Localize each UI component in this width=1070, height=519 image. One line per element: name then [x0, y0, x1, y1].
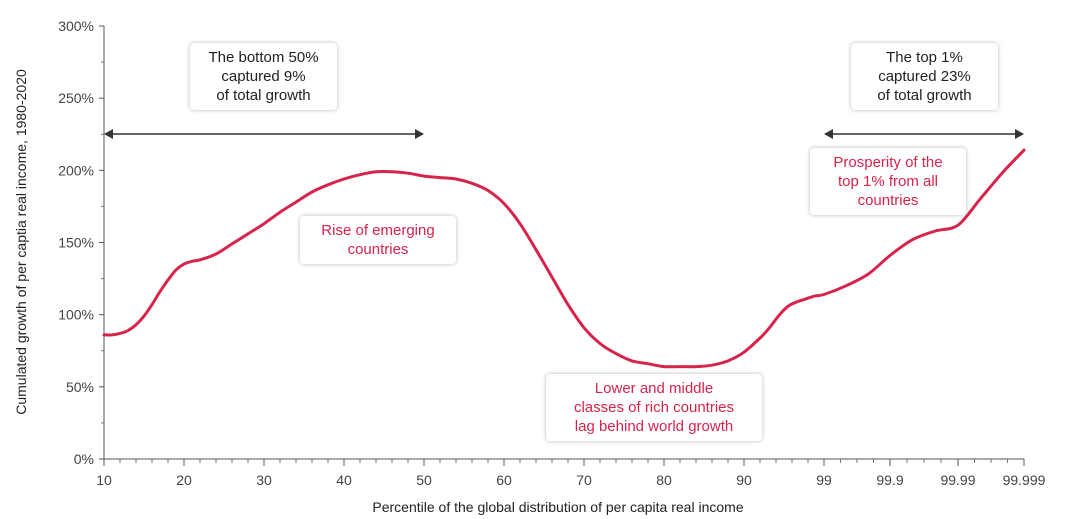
annotation-rich-countries: Lower and middle classes of rich countri… [546, 374, 762, 441]
y-tick-label: 200% [58, 162, 94, 178]
x-axis-label: Percentile of the global distribution of… [372, 499, 743, 515]
arrow-head-right [415, 129, 424, 139]
x-tick-label: 50 [416, 472, 432, 488]
bottom-50-range-arrow [104, 129, 424, 139]
y-tick-label: 150% [58, 235, 94, 251]
x-tick-label: 10 [96, 472, 112, 488]
series-line [102, 148, 1026, 369]
y-tick-label: 50% [66, 379, 94, 395]
y-tick-label: 250% [58, 90, 94, 106]
y-ticks: 0% 50% 100% 150% 200% 250% 300% [58, 18, 104, 467]
y-tick-label: 0% [74, 451, 94, 467]
x-tick-label: 99.99 [940, 472, 975, 488]
x-tick-label: 99.999 [1003, 472, 1046, 488]
x-tick-label: 20 [176, 472, 192, 488]
y-tick-label: 300% [58, 18, 94, 34]
annotation-prosperity: Prosperity of the top 1% from all countr… [810, 148, 966, 215]
arrow-head-left [104, 129, 113, 139]
annotation-bottom-50: The bottom 50% captured 9% of total grow… [190, 43, 337, 110]
arrow-head-left [824, 129, 833, 139]
x-tick-label: 30 [256, 472, 272, 488]
annotation-emerging: Rise of emerging countries [300, 216, 456, 264]
x-tick-label: 70 [576, 472, 592, 488]
x-tick-label: 99 [816, 472, 832, 488]
y-tick-label: 100% [58, 307, 94, 323]
x-tick-label: 60 [496, 472, 512, 488]
x-tick-label: 99.9 [876, 472, 903, 488]
top-1-range-arrow [824, 129, 1024, 139]
x-ticks: 10 20 30 40 50 60 70 80 90 99 99.9 99.99 99.999 [96, 459, 1046, 488]
arrow-head-right [1015, 129, 1024, 139]
x-tick-label: 90 [736, 472, 752, 488]
range-arrows [104, 129, 1024, 139]
y-axis-label: Cumulated growth of per captia real inco… [13, 69, 29, 415]
x-tick-label: 40 [336, 472, 352, 488]
x-tick-label: 80 [656, 472, 672, 488]
annotation-top-1: The top 1% captured 23% of total growth [851, 43, 998, 110]
